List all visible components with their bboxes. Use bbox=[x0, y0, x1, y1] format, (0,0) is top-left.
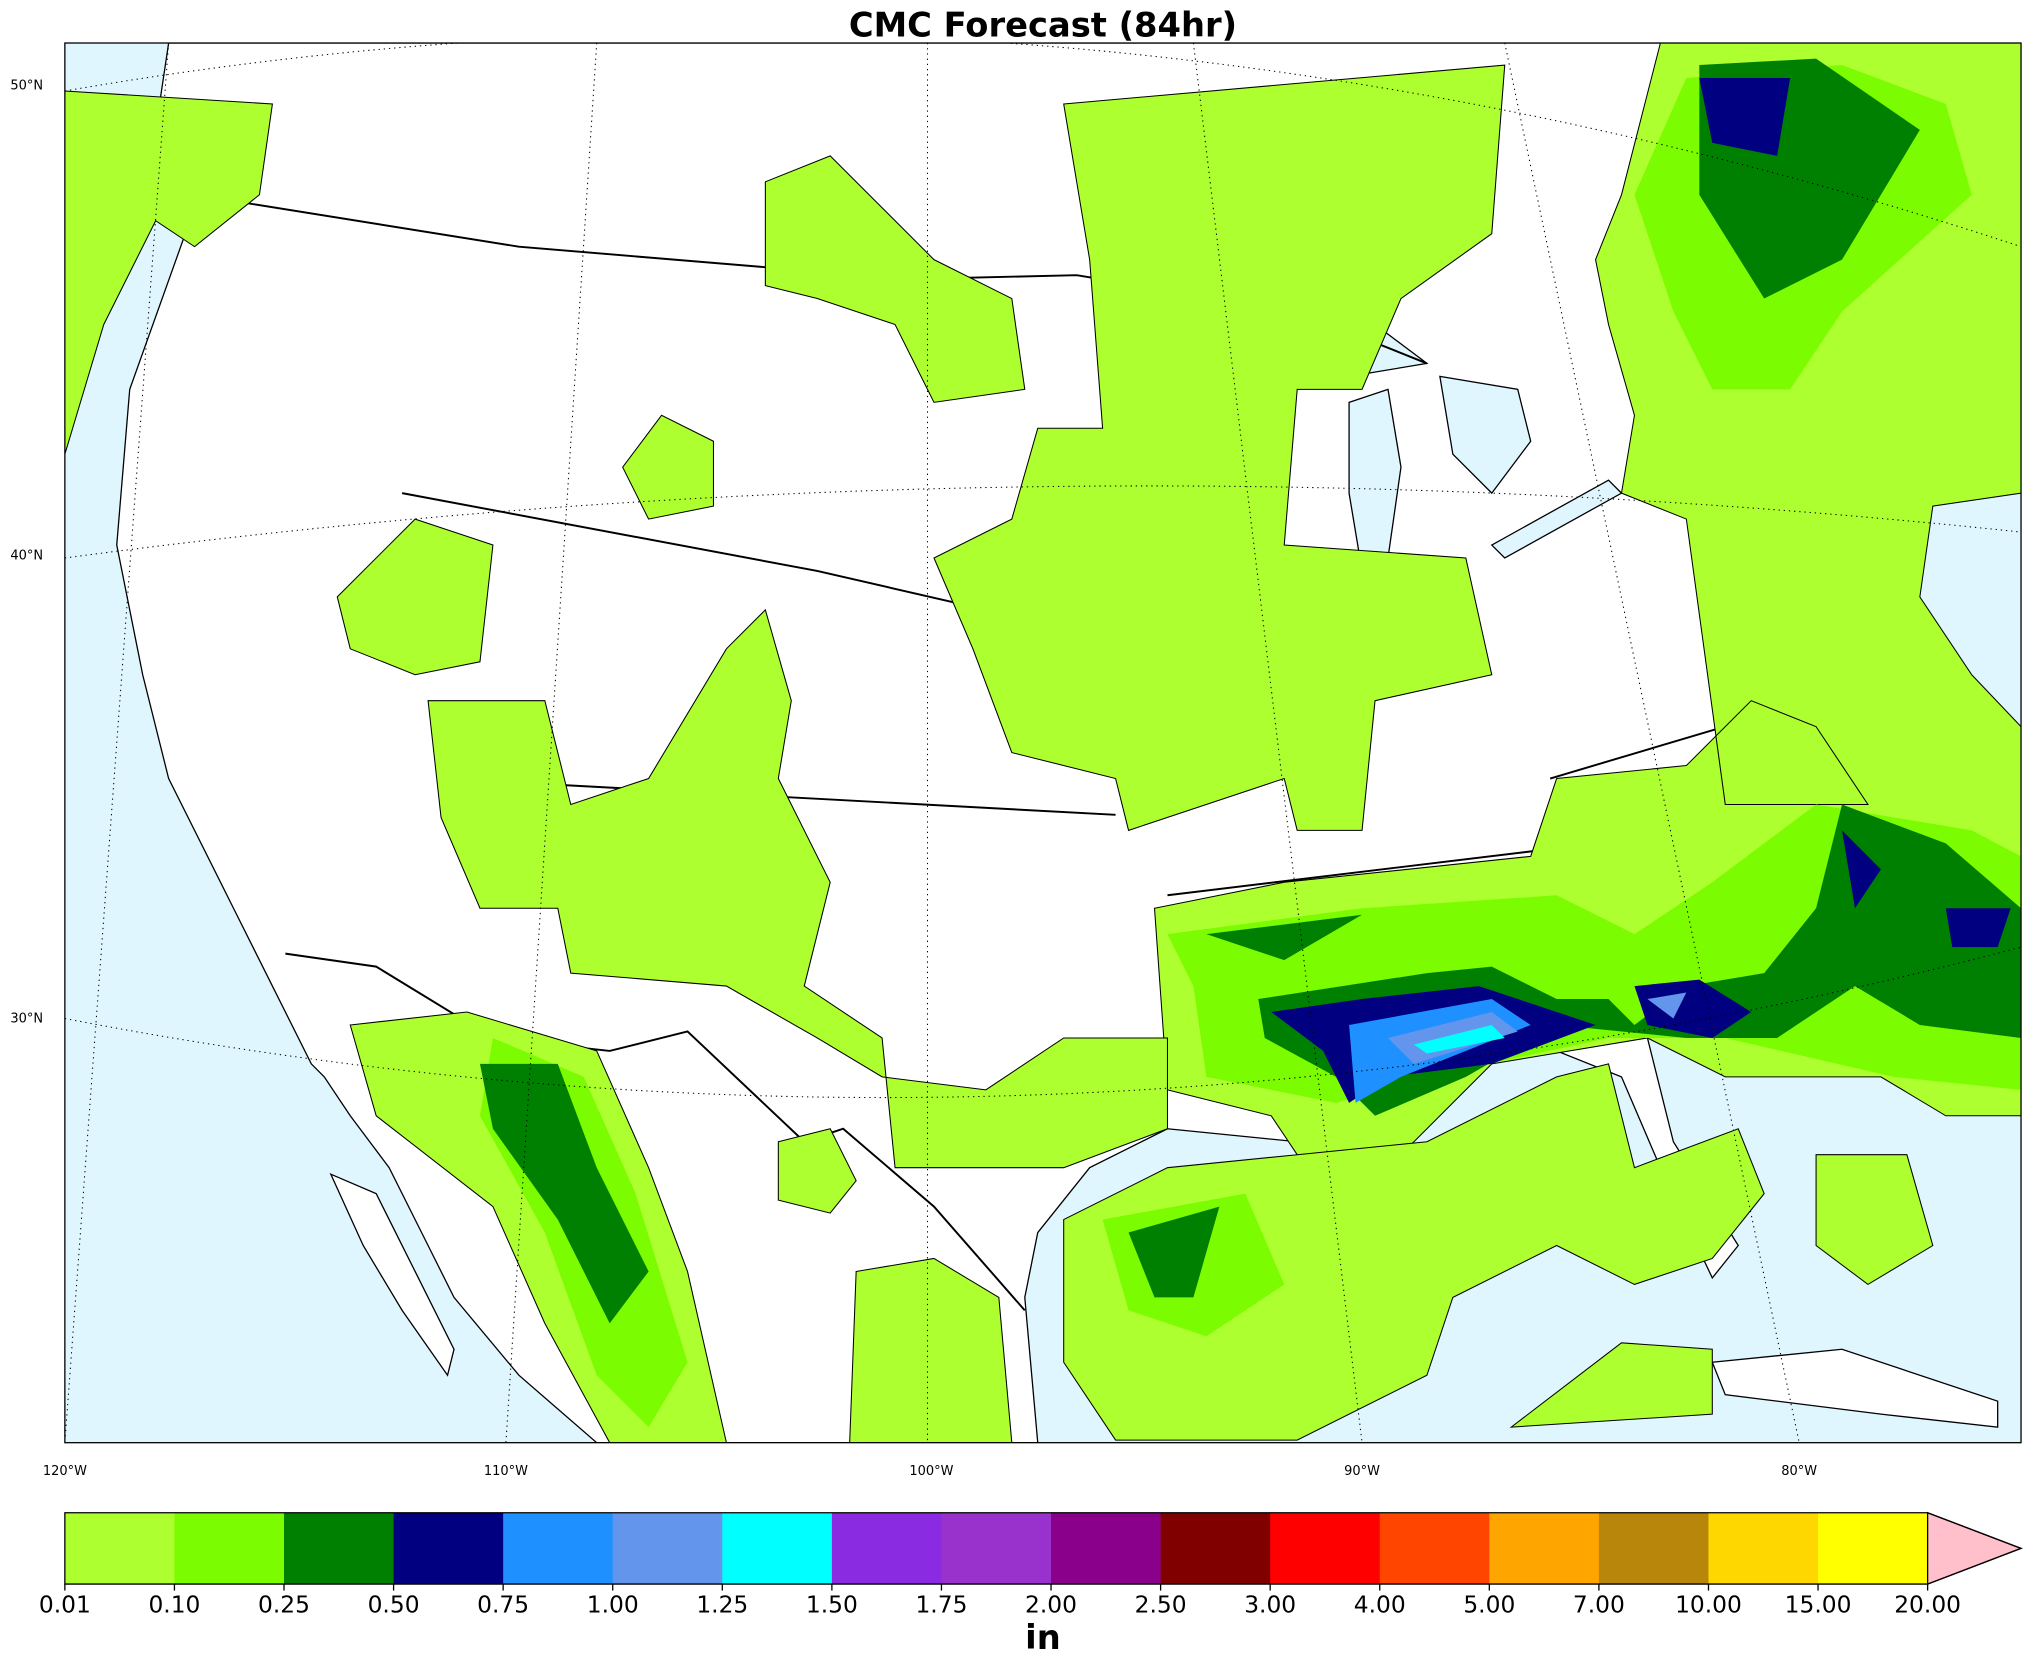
colorbar-tick-label: 1.25 bbox=[696, 1591, 748, 1619]
colorbar-tick-label: 1.00 bbox=[587, 1591, 639, 1619]
colorbar-segment bbox=[1160, 1512, 1271, 1585]
colorbar-tick-label: 0.25 bbox=[258, 1591, 310, 1619]
lat-label: 40°N bbox=[10, 548, 43, 563]
colorbar-segment bbox=[503, 1512, 614, 1585]
lat-label: 30°N bbox=[10, 1011, 43, 1026]
colorbar-segment bbox=[1818, 1512, 1929, 1585]
colorbar-tick-label: 0.01 bbox=[39, 1591, 91, 1619]
colorbar-unit: in bbox=[1025, 1618, 1061, 1657]
colorbar-segment bbox=[64, 1512, 176, 1585]
colorbar-segment bbox=[941, 1512, 1052, 1585]
baja bbox=[329, 1172, 455, 1377]
colorbar-tick-label: 1.50 bbox=[806, 1591, 858, 1619]
lon-label: 120°W bbox=[43, 1464, 87, 1479]
map bbox=[64, 43, 2022, 1443]
title: CMC Forecast (84hr) bbox=[849, 6, 1237, 45]
colorbar-tick-label: 3.00 bbox=[1244, 1591, 1296, 1619]
lat-label: 50°N bbox=[10, 79, 43, 94]
map-frame bbox=[64, 42, 2022, 1444]
colorbar-segment bbox=[1270, 1512, 1381, 1585]
colorbar-tick-label: 4.00 bbox=[1354, 1591, 1406, 1619]
colorbar-segment bbox=[1598, 1512, 1710, 1585]
colorbar-tick-label: 2.50 bbox=[1135, 1591, 1187, 1619]
colorbar-segment bbox=[831, 1512, 943, 1585]
colorbar-segment bbox=[1051, 1512, 1162, 1585]
colorbar-segment bbox=[174, 1512, 285, 1585]
colorbar-tick-label: 0.50 bbox=[368, 1591, 420, 1619]
colorbar-segment bbox=[393, 1512, 504, 1585]
lon-label: 80°W bbox=[1781, 1464, 1817, 1479]
lon-label: 100°W bbox=[909, 1464, 953, 1479]
colorbar-segment bbox=[1708, 1512, 1819, 1585]
colorbar-segment bbox=[1489, 1512, 1600, 1585]
lon-label: 110°W bbox=[484, 1464, 528, 1479]
colorbar-tick-label: 20.00 bbox=[1894, 1591, 1961, 1619]
colorbar-tick-label: 0.75 bbox=[477, 1591, 529, 1619]
colorbar-segment bbox=[722, 1512, 833, 1585]
colorbar-segment bbox=[612, 1512, 723, 1585]
colorbar-tick-label: 15.00 bbox=[1785, 1591, 1852, 1619]
colorbar-tick-label: 0.10 bbox=[148, 1591, 200, 1619]
colorbar-segment bbox=[1379, 1512, 1490, 1585]
colorbar-outline bbox=[64, 1512, 2023, 1585]
colorbar-tick-label: 2.00 bbox=[1025, 1591, 1077, 1619]
colorbar: 0.01 0.10 0.25 0.50 0.75 1.00 1.25 1.50 1.75 2.00… bbox=[39, 1511, 2023, 1657]
colorbar-tick-label: 5.00 bbox=[1463, 1591, 1515, 1619]
precip bbox=[64, 43, 2022, 1443]
colorbar-tick-label: 1.75 bbox=[915, 1591, 967, 1619]
lake-huron bbox=[1439, 375, 1532, 495]
graticule bbox=[64, 43, 2022, 1443]
colorbar-tick-label: 7.00 bbox=[1573, 1591, 1625, 1619]
colorbar-tick-label: 10.00 bbox=[1675, 1591, 1742, 1619]
axis-labels: 50°N 40°N 30°N 120°W 110°W 100°W 90°W 80°W bbox=[10, 79, 1817, 1479]
lon-label: 90°W bbox=[1344, 1464, 1380, 1479]
colorbar-extend bbox=[1926, 1511, 2023, 1586]
colorbar-segment bbox=[284, 1512, 395, 1585]
